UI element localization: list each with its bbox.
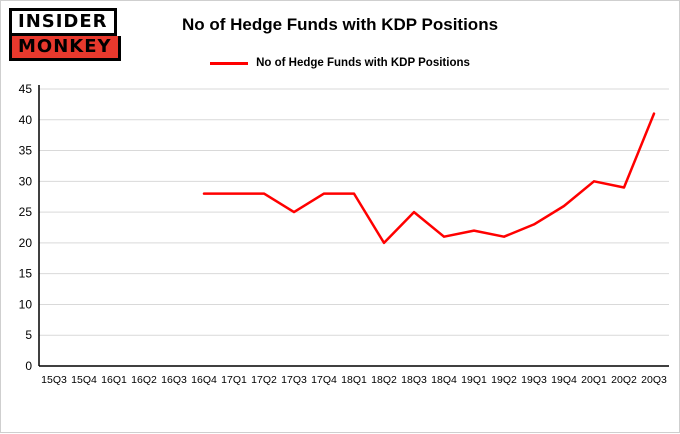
x-tick-label: 20Q2 [611, 374, 637, 386]
y-tick-label: 20 [19, 236, 33, 250]
chart-legend: No of Hedge Funds with KDP Positions [1, 57, 679, 69]
y-tick-label: 45 [19, 82, 33, 96]
x-tick-label: 18Q1 [341, 374, 367, 386]
legend-label: No of Hedge Funds with KDP Positions [256, 57, 470, 69]
y-tick-label: 25 [19, 205, 33, 219]
legend-line-marker [210, 61, 249, 65]
y-tick-label: 40 [19, 113, 33, 127]
x-tick-label: 18Q4 [431, 374, 457, 386]
y-tick-label: 30 [19, 174, 33, 188]
x-tick-label: 20Q3 [641, 374, 667, 386]
x-tick-label: 17Q4 [311, 374, 337, 386]
x-tick-label: 16Q1 [101, 374, 127, 386]
x-tick-label: 16Q2 [131, 374, 157, 386]
x-tick-label: 19Q2 [491, 374, 517, 386]
logo-monkey-text: MONKEY [9, 36, 121, 61]
x-tick-label: 20Q1 [581, 374, 607, 386]
x-tick-label: 16Q4 [191, 374, 217, 386]
x-tick-label: 17Q1 [221, 374, 247, 386]
x-tick-label: 17Q2 [251, 374, 277, 386]
x-tick-label: 18Q2 [371, 374, 397, 386]
y-tick-label: 0 [25, 359, 32, 373]
x-tick-label: 19Q4 [551, 374, 577, 386]
x-tick-label: 19Q1 [461, 374, 487, 386]
x-tick-label: 17Q3 [281, 374, 307, 386]
x-tick-label: 19Q3 [521, 374, 547, 386]
y-tick-label: 10 [19, 297, 33, 311]
x-tick-label: 18Q3 [401, 374, 427, 386]
insider-monkey-logo: INSIDER MONKEY [9, 8, 121, 61]
x-tick-label: 16Q3 [161, 374, 187, 386]
y-tick-label: 15 [19, 267, 33, 281]
line-chart: 0 5 10 15 20 25 30 35 40 45 15Q3 15Q4 16Q1 16Q2 16Q3 16… [19, 82, 669, 386]
chart-title: No of Hedge Funds with KDP Positions [181, 15, 499, 34]
y-tick-label: 35 [19, 144, 33, 158]
x-tick-label: 15Q4 [71, 374, 97, 386]
x-tick-label: 15Q3 [41, 374, 67, 386]
logo-insider-text: INSIDER [9, 8, 117, 36]
y-tick-label: 5 [25, 328, 32, 342]
series-line [202, 112, 656, 245]
